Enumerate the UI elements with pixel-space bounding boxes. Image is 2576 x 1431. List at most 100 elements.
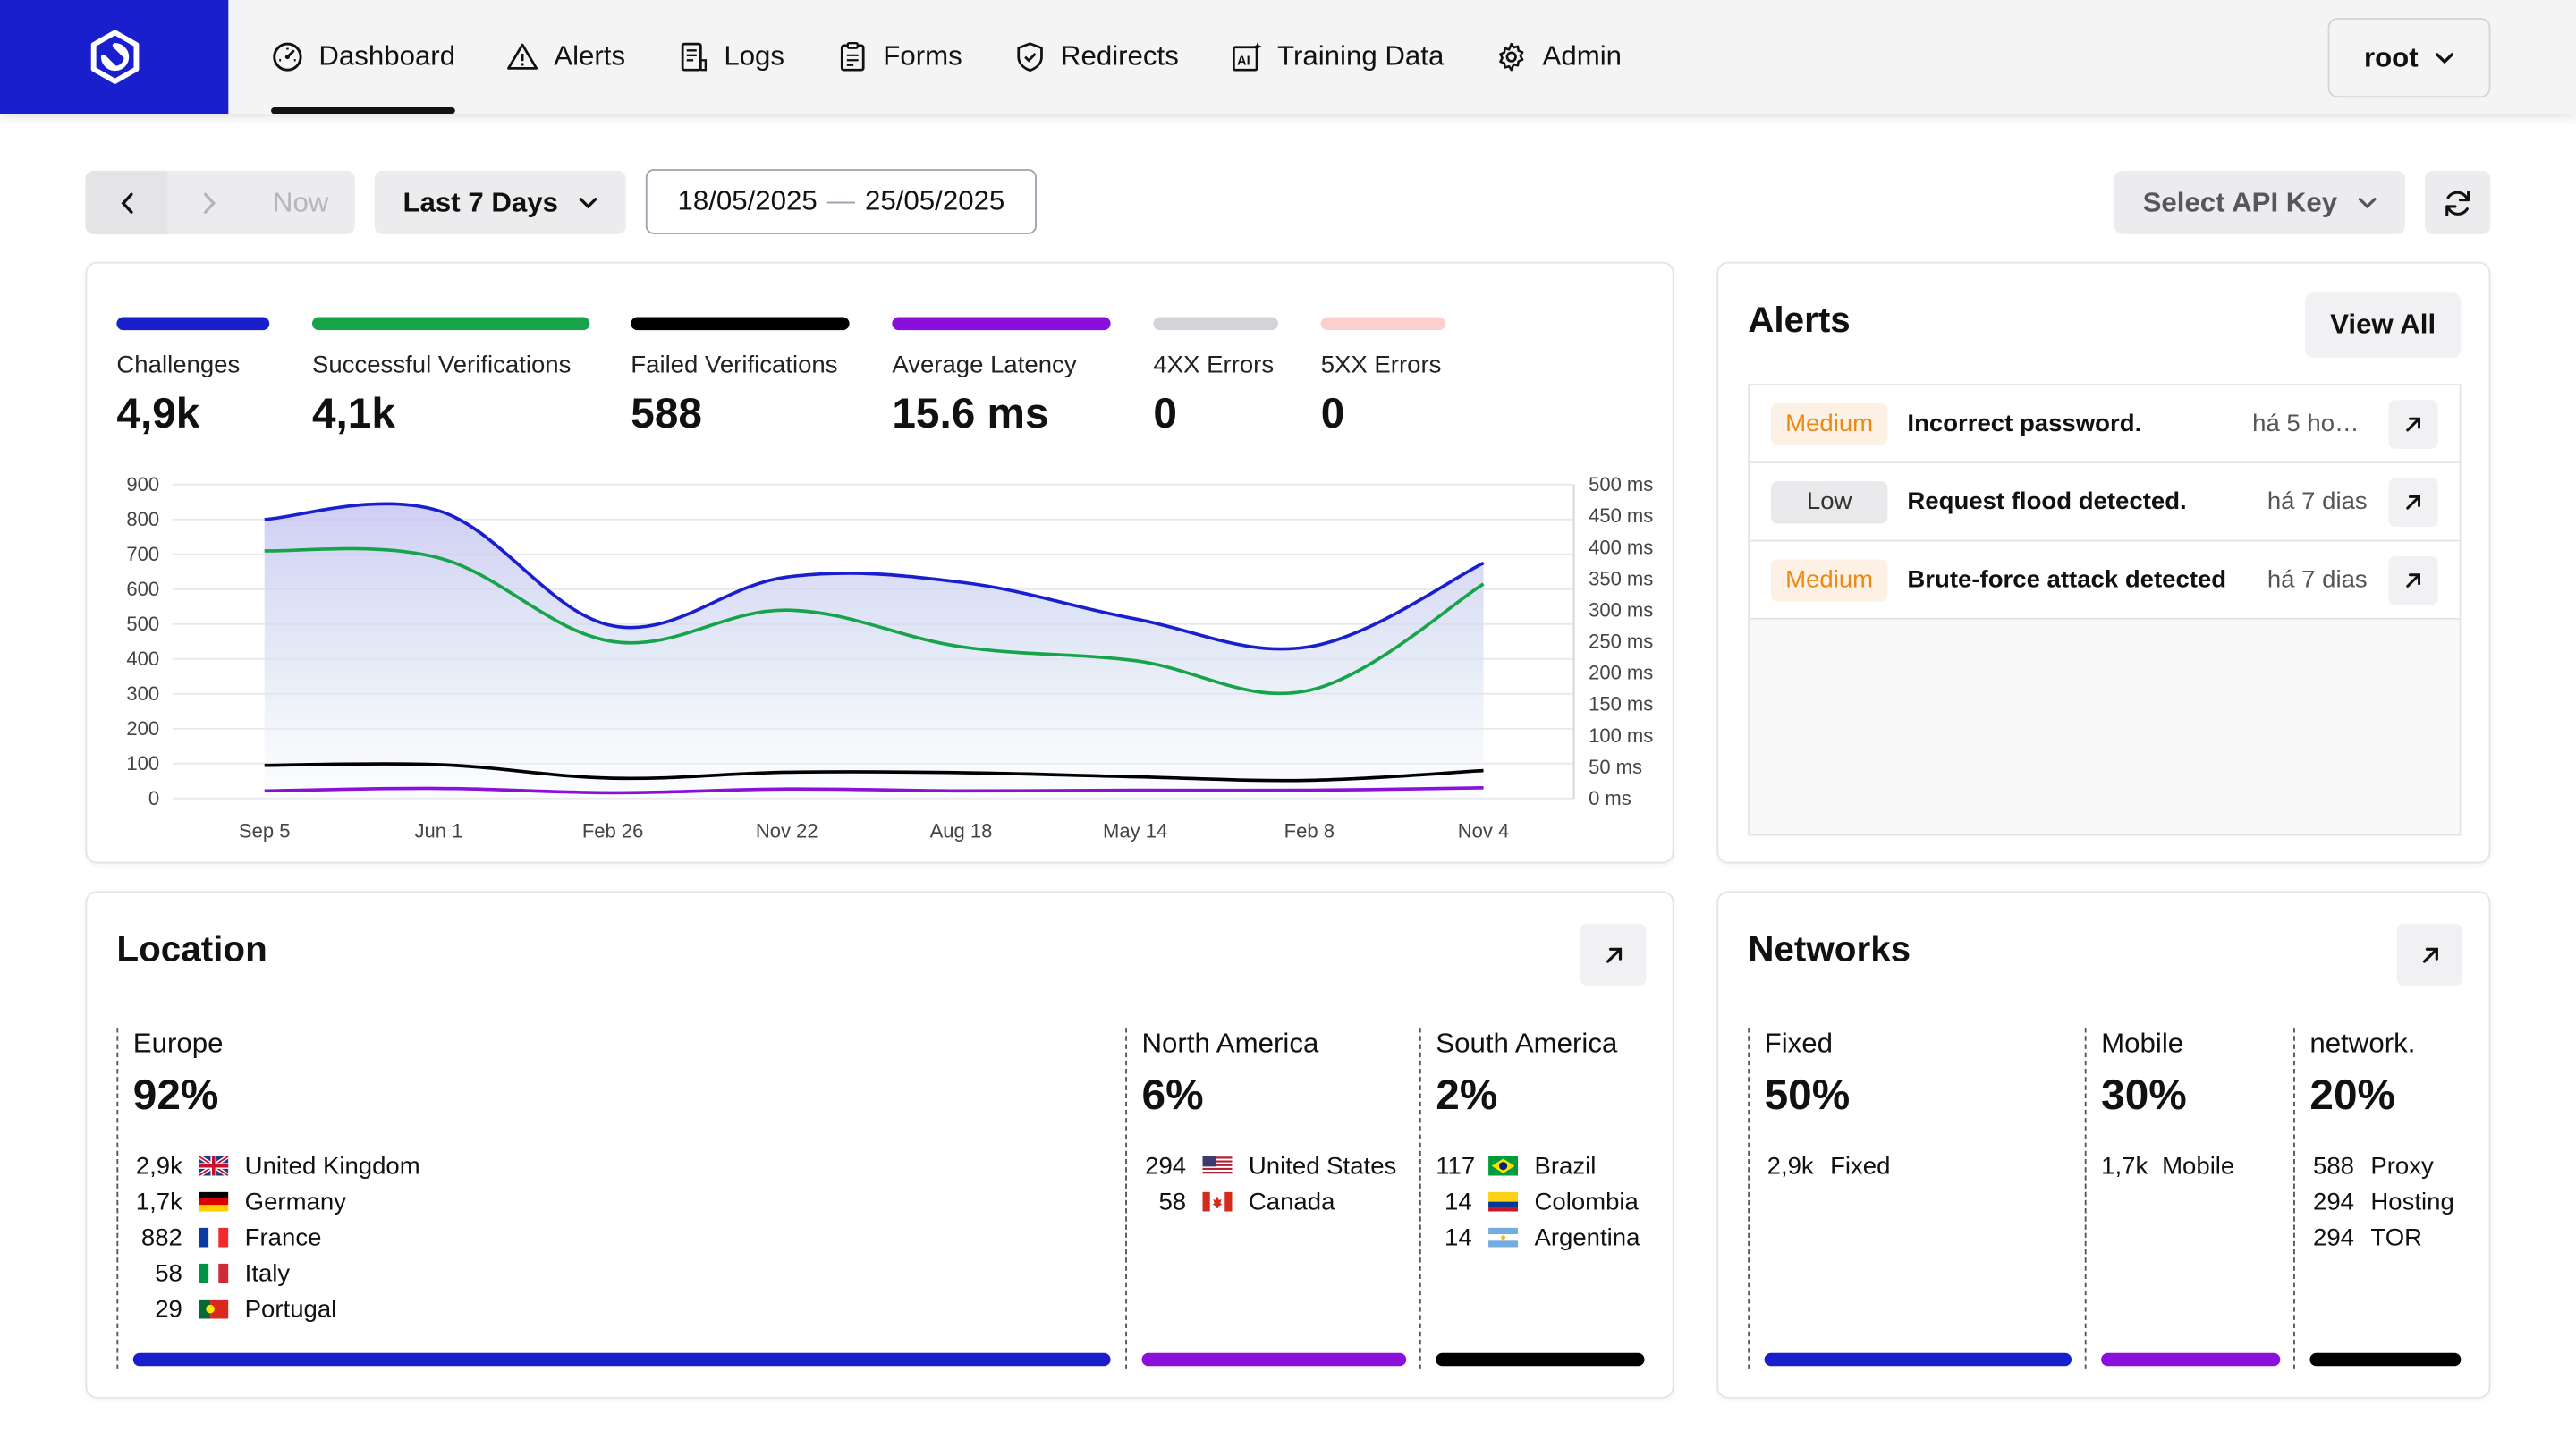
y-tick-label: 500 xyxy=(126,613,159,635)
metric-5xx-errors[interactable]: 5XX Errors 0 xyxy=(1320,317,1446,439)
logo-icon xyxy=(89,30,139,84)
api-key-select[interactable]: Select API Key xyxy=(2114,170,2405,234)
nav-redirects[interactable]: Redirects xyxy=(1013,0,1179,114)
location-title: Location xyxy=(116,928,267,970)
gear-icon xyxy=(1499,42,1524,72)
x-tick-label: Aug 18 xyxy=(930,819,993,842)
y2-tick-label: 50 ms xyxy=(1589,756,1642,778)
open-networks-button[interactable] xyxy=(2396,923,2463,986)
y-tick-label: 100 xyxy=(126,752,159,775)
italy-flag-icon xyxy=(199,1263,229,1283)
metric-value: 4,9k xyxy=(116,388,200,438)
nav-label: Admin xyxy=(1542,40,1623,72)
network-name: Mobile xyxy=(2101,1028,2184,1059)
region-south-america-bar xyxy=(1436,1352,1645,1367)
open-alert-button[interactable] xyxy=(2388,477,2438,527)
nav-label: Redirects xyxy=(1060,40,1179,72)
x-tick-label: Sep 5 xyxy=(239,819,291,842)
alert-row[interactable]: Low Request flood detected. há 7 dias xyxy=(1750,463,2460,542)
date-range-select[interactable]: Last 7 Days xyxy=(374,170,626,234)
nav-logs[interactable]: Logs xyxy=(676,0,784,114)
country-row: 14 Colombia xyxy=(1436,1184,1649,1220)
country-name: Portugal xyxy=(244,1295,337,1324)
x-tick-label: Nov 22 xyxy=(756,819,818,842)
country-list: 294 United States 58 Canada xyxy=(1142,1148,1405,1220)
metric-color-bar xyxy=(311,317,590,331)
now-button[interactable]: Now xyxy=(272,186,329,217)
network-other[interactable]: network. 20% 588 Proxy 294 Hosting 294 T… xyxy=(2293,1028,2466,1369)
y2-tick-label: 250 ms xyxy=(1589,631,1653,653)
open-location-button[interactable] xyxy=(1580,923,1647,986)
nav-forms[interactable]: Forms xyxy=(835,0,962,114)
severity-badge: Medium xyxy=(1770,558,1888,601)
api-key-label: Select API Key xyxy=(2142,186,2338,217)
country-row: 1,7k Germany xyxy=(133,1184,1111,1220)
metric-4xx-errors[interactable]: 4XX Errors 0 xyxy=(1153,317,1278,439)
country-count: 14 xyxy=(1445,1188,1472,1216)
country-count: 14 xyxy=(1445,1224,1472,1252)
alert-message: Brute-force attack detected xyxy=(1907,565,2227,594)
nav-dashboard[interactable]: Dashboard xyxy=(271,0,456,114)
next-period-button[interactable] xyxy=(167,171,250,234)
argentina-flag-icon xyxy=(1488,1227,1519,1248)
network-fixed[interactable]: Fixed 50% 2,9k Fixed xyxy=(1748,1028,2068,1369)
chevron-left-icon xyxy=(120,191,132,214)
nav-label: Dashboard xyxy=(318,40,456,72)
alerts-title: Alerts xyxy=(1748,299,1851,341)
date-range-input[interactable]: 18/05/2025 — 25/05/2025 xyxy=(645,169,1037,234)
user-menu-button[interactable]: root xyxy=(2327,18,2491,98)
severity-badge: Low xyxy=(1770,480,1888,523)
open-alert-button[interactable] xyxy=(2388,399,2438,448)
y2-tick-label: 350 ms xyxy=(1589,567,1653,589)
region-south-america[interactable]: South America 2% 117 Brazil 14 Colombia … xyxy=(1419,1028,1649,1369)
metric-failed-verifications[interactable]: Failed Verifications 588 xyxy=(631,317,850,439)
country-row: 58 Canada xyxy=(1142,1184,1405,1220)
country-row: 2,9k United Kingdom xyxy=(133,1148,1111,1184)
traffic-chart-card: Challenges 4,9k Successful Verifications… xyxy=(85,261,1674,864)
metric-label: Successful Verifications xyxy=(311,351,572,379)
app-logo[interactable] xyxy=(0,0,229,114)
country-count: 117 xyxy=(1436,1152,1476,1181)
svg-text:AI: AI xyxy=(1236,55,1250,69)
arrow-up-right-icon xyxy=(2421,946,2438,962)
nav-admin[interactable]: Admin xyxy=(1495,0,1622,114)
network-name: network. xyxy=(2309,1028,2416,1059)
previous-period-button[interactable] xyxy=(85,170,168,234)
x-tick-label: Feb 26 xyxy=(582,819,644,842)
canada-flag-icon xyxy=(1202,1191,1233,1212)
open-alert-button[interactable] xyxy=(2388,555,2438,605)
network-row: 294 Hosting xyxy=(2309,1184,2465,1220)
metric-color-bar xyxy=(631,317,850,331)
shield-check-icon xyxy=(1016,42,1043,72)
network-row: 1,7k Mobile xyxy=(2101,1148,2282,1184)
clipboard-icon xyxy=(840,42,864,72)
x-tick-label: May 14 xyxy=(1103,819,1167,842)
region-north-america[interactable]: North America 6% 294 United States 58 Ca… xyxy=(1125,1028,1404,1369)
ai-image-icon: AI xyxy=(1232,42,1261,72)
traffic-line-chart[interactable]: 0 100 200 300 400 500 600 700 800 900 0 ms 50 ms 10… xyxy=(87,459,1675,914)
y2-tick-label: 450 ms xyxy=(1589,504,1653,527)
y2-tick-label: 400 ms xyxy=(1589,536,1653,558)
x-tick-label: Nov 4 xyxy=(1458,819,1510,842)
alert-row[interactable]: Medium Incorrect password. há 5 horas xyxy=(1750,385,2460,464)
metric-challenges[interactable]: Challenges 4,9k xyxy=(116,317,270,439)
nav-training-data[interactable]: AI Training Data xyxy=(1230,0,1444,114)
nav-alerts[interactable]: Alerts xyxy=(506,0,625,114)
colombia-flag-icon xyxy=(1488,1191,1519,1212)
network-count: 294 xyxy=(2313,1188,2354,1216)
metric-color-bar xyxy=(116,317,270,331)
region-percent: 2% xyxy=(1436,1070,1498,1119)
country-name: United Kingdom xyxy=(244,1152,420,1181)
networks-title: Networks xyxy=(1748,928,1911,970)
chevron-down-icon xyxy=(579,197,597,208)
network-mobile[interactable]: Mobile 30% 1,7k Mobile xyxy=(2084,1028,2282,1369)
chevron-down-icon xyxy=(2358,197,2377,208)
alert-row[interactable]: Medium Brute-force attack detected há 7 … xyxy=(1750,541,2460,620)
refresh-button[interactable] xyxy=(2424,170,2491,234)
metric-successful-verifications[interactable]: Successful Verifications 4,1k xyxy=(311,317,590,439)
metric-average-latency[interactable]: Average Latency 15.6 ms xyxy=(892,317,1111,439)
network-count: 1,7k xyxy=(2101,1152,2148,1181)
metric-label: Failed Verifications xyxy=(631,351,838,379)
view-all-alerts-button[interactable]: View All xyxy=(2304,292,2462,359)
region-europe[interactable]: Europe 92% 2,9k United Kingdom 1,7k Germ… xyxy=(116,1028,1110,1369)
